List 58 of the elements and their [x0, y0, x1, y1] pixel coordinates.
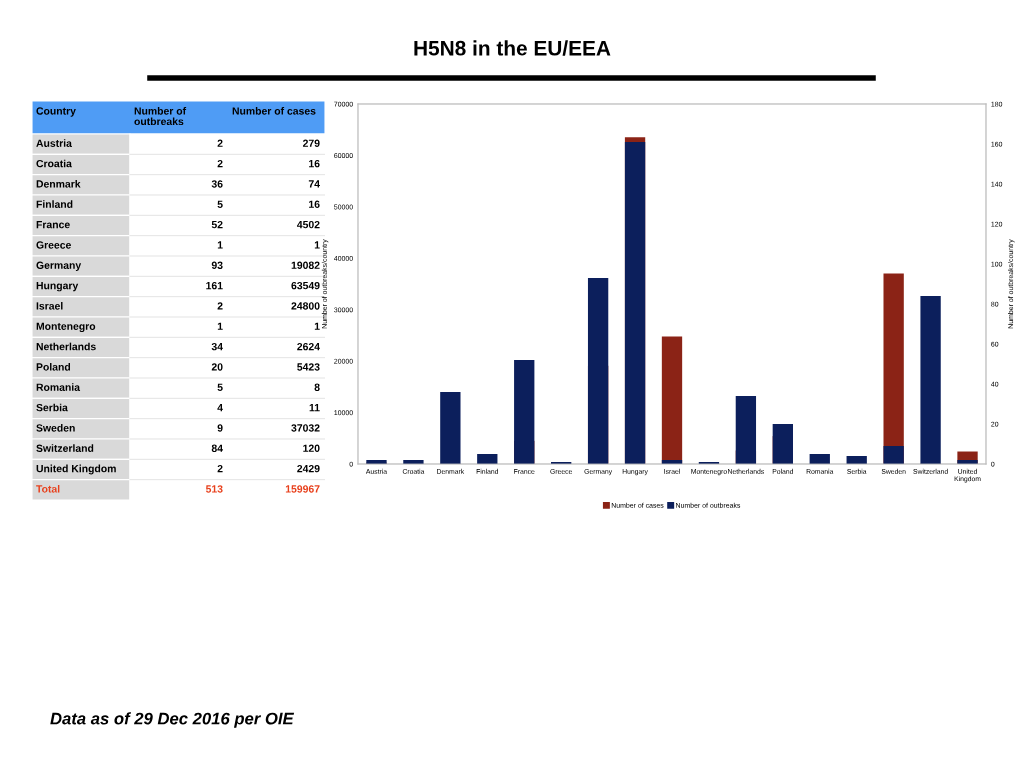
data-label: 5 [217, 383, 223, 391]
data-label: 5 [217, 200, 223, 208]
data-label: 1 [217, 241, 223, 249]
data-label: 2 [217, 302, 223, 310]
text: 159967 [285, 485, 320, 493]
category-label: Greece [36, 241, 71, 249]
category-label: Romania [36, 383, 81, 391]
data-label: 11 [309, 404, 320, 412]
data-label: 1 [217, 322, 223, 330]
data-label: 36 [211, 180, 223, 188]
category-label: Sweden [36, 423, 75, 432]
data-label: 1 [314, 241, 320, 249]
data-label: 279 [302, 139, 320, 147]
chart-title: H5N8 in the EU/EEA [414, 40, 611, 56]
data-label: 4502 [296, 220, 320, 229]
category-label: Finland [36, 200, 73, 208]
category-label: Serbia [36, 403, 68, 412]
data-label: 34 [211, 342, 223, 351]
data-label: 2624 [297, 342, 320, 351]
data-label: 5423 [297, 363, 320, 371]
text: Total [36, 484, 60, 493]
category-label: Switzerland [36, 444, 94, 452]
data-label: 52 [211, 220, 223, 229]
data-label: 120 [303, 444, 320, 452]
data-label: 1 [314, 322, 320, 330]
text: Country [36, 107, 76, 117]
category-label: Montenegro [36, 322, 96, 333]
text: Data as of 29 Dec 2016 per OIE [50, 712, 295, 728]
data-label: 4 [217, 404, 223, 412]
category-label: Hungary [36, 281, 79, 292]
data-label: 74 [308, 180, 320, 188]
data-label: 8 [314, 383, 320, 391]
series-label: Number of outbreaks [134, 107, 187, 126]
data-label: 2 [217, 139, 223, 147]
data-label: 93 [211, 261, 223, 269]
category-label: Israel [36, 301, 63, 310]
category-label: Poland [36, 362, 71, 371]
category-label: France [36, 221, 70, 229]
category-label: Croatia [36, 159, 72, 168]
data-label: 2 [217, 159, 223, 168]
data-label: 20 [211, 363, 223, 371]
data-label: 2429 [297, 464, 320, 473]
category-label: Denmark [36, 179, 81, 188]
data-label: 37032 [291, 424, 320, 432]
data-label: 16 [309, 200, 320, 208]
category-label: Netherlands [36, 342, 96, 351]
data-label: 2 [217, 464, 223, 473]
data-label: 161 [206, 281, 223, 290]
data-label: 16 [309, 159, 320, 168]
data-label: 9 [217, 424, 223, 432]
text: Number of cases [232, 107, 316, 115]
text: 513 [205, 485, 223, 493]
category-label: Germany [36, 261, 82, 272]
data-label: 19082 [291, 261, 320, 269]
data-label: 84 [211, 444, 223, 452]
data-label: 24800 [291, 302, 320, 310]
category-label: Austria [36, 139, 72, 147]
data-label: 63549 [291, 281, 320, 290]
